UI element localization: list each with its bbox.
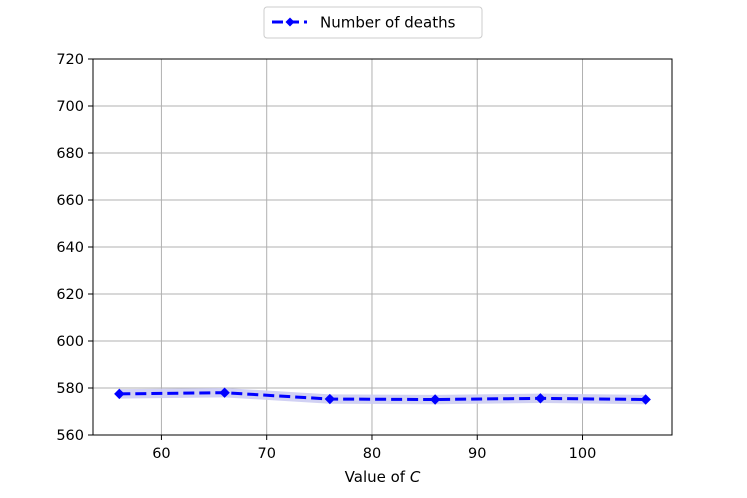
series-layer [114, 387, 651, 405]
legend-marker [285, 17, 295, 27]
x-tick-label: 90 [468, 446, 486, 462]
y-tick-label: 660 [56, 193, 84, 209]
y-tick-label: 580 [56, 381, 84, 397]
x-tick-label: 80 [363, 446, 381, 462]
series-line [119, 391, 646, 402]
data-point-marker [324, 393, 336, 405]
x-tick-label: 70 [257, 446, 275, 462]
data-point-marker [535, 393, 546, 404]
confidence-band [119, 388, 646, 405]
y-tick-label: 560 [56, 428, 84, 444]
grid [93, 58, 672, 436]
x-tick-label: 60 [152, 446, 170, 462]
y-tick-label: 700 [56, 99, 84, 115]
x-axis-ticks: 60 70 80 90 100 [152, 435, 596, 462]
legend: Number of deaths [263, 6, 483, 39]
data-point-marker [114, 388, 125, 400]
y-tick-label: 640 [56, 240, 84, 256]
y-axis-ticks: 560 580 600 620 640 660 680 700 720 [56, 52, 93, 444]
x-axis-label: Value of C [345, 468, 421, 486]
x-tick-label: 100 [569, 446, 597, 462]
legend-box [263, 6, 483, 39]
legend-label: Number of deaths [320, 14, 456, 32]
data-point-marker [429, 394, 441, 405]
data-point-marker [640, 394, 651, 405]
y-tick-label: 600 [56, 334, 84, 350]
y-tick-label: 620 [56, 287, 84, 303]
data-point-marker [219, 387, 230, 398]
band-area [119, 388, 646, 405]
y-tick-label: 680 [56, 146, 84, 162]
y-tick-label: 720 [56, 52, 84, 68]
